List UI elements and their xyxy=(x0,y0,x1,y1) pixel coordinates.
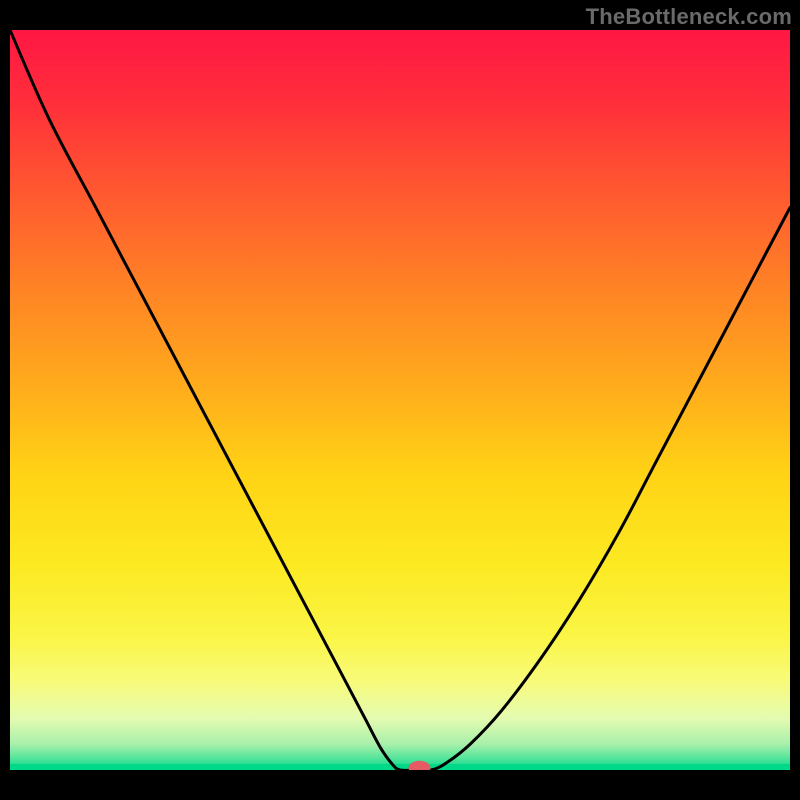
watermark-text: TheBottleneck.com xyxy=(586,4,792,30)
minimum-marker xyxy=(409,761,431,770)
chart-frame xyxy=(10,30,790,770)
bottleneck-curve xyxy=(10,30,790,770)
bottleneck-curve-layer xyxy=(10,30,790,770)
